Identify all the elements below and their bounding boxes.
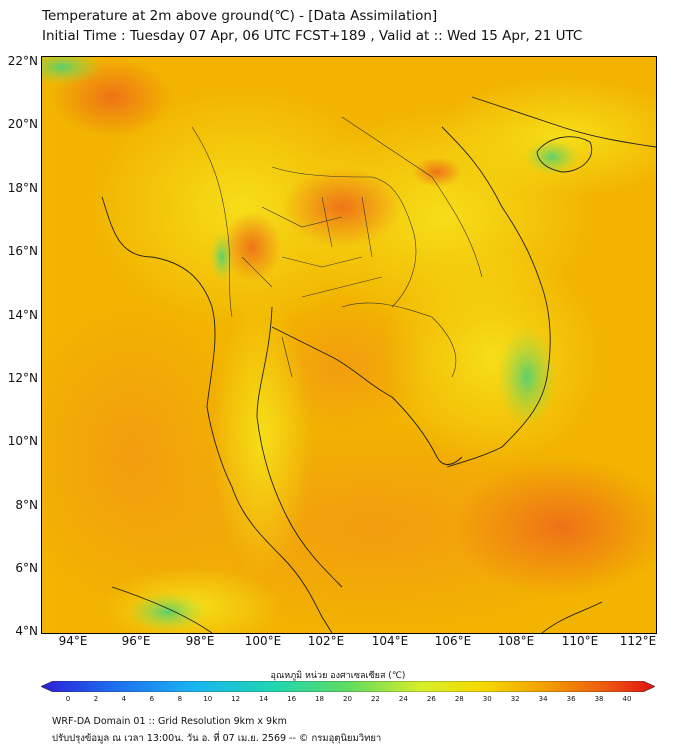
lon-label-94e: 94°E [58, 634, 88, 648]
lon-label-112e: 112°E [619, 634, 657, 648]
northern-thailand-hot-spot [222, 212, 282, 282]
peninsula-land-field [212, 297, 312, 577]
colorbar-tick-label: 24 [398, 695, 408, 703]
vietnam-highland-cool-spot [497, 327, 557, 427]
colorbar-tick-label: 20 [343, 695, 352, 703]
lat-label-20n: 20°N [7, 117, 38, 131]
colorbar-tick-label: 0 [65, 695, 71, 703]
colorbar-tick-label: 4 [121, 695, 127, 703]
myanmar-cool-spot [210, 232, 234, 282]
south-china-land-field [432, 77, 656, 197]
colorbar-tick-label: 32 [510, 695, 520, 703]
colorbar-tick-label: 14 [259, 695, 269, 703]
lat-label-4n: 4°N [15, 624, 38, 638]
lon-label-96e: 96°E [121, 634, 151, 648]
colorbar-tick-label: 30 [482, 695, 492, 703]
mainland-coastline [101, 196, 333, 633]
lat-label-14n: 14°N [7, 308, 38, 322]
title-line-2: Initial Time : Tuesday 07 Apr, 06 UTC FC… [42, 28, 583, 44]
temperature-map [41, 56, 657, 634]
sumatra-coastline [111, 586, 213, 633]
colorbar-tick-label: 2 [93, 695, 99, 703]
colorbar-tick-label: 36 [566, 695, 576, 703]
northeast-thailand-hot-spot [282, 167, 402, 247]
border-laos-vietnam [341, 116, 483, 278]
border-cambodia [341, 302, 457, 378]
lon-label-108e: 108°E [497, 634, 535, 648]
borneo-coastline [541, 601, 603, 633]
title-line-1: Temperature at 2m above ground(℃) - [Dat… [42, 8, 438, 24]
footer-line-1: WRF-DA Domain 01 :: Grid Resolution 9km … [52, 716, 287, 727]
provincial-lines [241, 196, 383, 378]
political-borders [191, 116, 483, 378]
colorbar-tick-label: 16 [287, 695, 297, 703]
temperature-map-svg [42, 57, 656, 633]
lon-label-102e: 102°E [307, 634, 345, 648]
lat-label-22n: 22°N [7, 54, 38, 68]
gulf-coastline [271, 326, 463, 465]
hainan-island [536, 136, 593, 173]
footer-line-2: ปรับปรุงข้อมูล ณ เวลา 13:00น. วัน อ. ที่… [52, 733, 382, 744]
lat-label-18n: 18°N [7, 181, 38, 195]
colorbar-label: อุณหภูมิ หน่วย องศาเซลเซียส (℃) [270, 671, 406, 681]
lat-label-16n: 16°N [7, 244, 38, 258]
border-myanmar-thailand [191, 126, 233, 318]
china-coastline [471, 96, 656, 148]
colorbar-tick-label: 26 [426, 695, 436, 703]
colorbar-gradient [41, 681, 655, 692]
coastlines [101, 96, 656, 633]
south-china-sea-hot-area [452, 457, 656, 597]
colorbar-tick-label: 38 [594, 695, 604, 703]
lat-label-12n: 12°N [7, 371, 38, 385]
colorbar-tick-label: 40 [622, 695, 632, 703]
lat-label-10n: 10°N [7, 434, 38, 448]
colorbar-tick-label: 12 [231, 695, 241, 703]
laos-hot-spot [412, 157, 462, 187]
colorbar-tick-label: 6 [149, 695, 155, 703]
colorbar [41, 681, 655, 692]
colorbar-tick-label: 18 [315, 695, 325, 703]
lat-label-8n: 8°N [15, 498, 38, 512]
colorbar-tick-label: 10 [203, 695, 213, 703]
border-thailand-laos [271, 166, 417, 308]
colorbar-tick-label: 28 [454, 695, 464, 703]
colorbar-tick-label: 8 [177, 695, 183, 703]
hainan-cool-spot [524, 139, 580, 175]
lon-label-110e: 110°E [561, 634, 599, 648]
cambodia-vietnam-land-field [382, 247, 602, 467]
lon-label-100e: 100°E [244, 634, 282, 648]
northwest-cool-spot [42, 57, 102, 85]
lat-label-6n: 6°N [15, 561, 38, 575]
map-title: Temperature at 2m above ground(℃) - [Dat… [42, 6, 582, 46]
andaman-warm-area [42, 297, 252, 617]
lon-label-104e: 104°E [371, 634, 409, 648]
lon-label-106e: 106°E [434, 634, 472, 648]
sumatra-cool-spot [127, 592, 207, 632]
lon-label-98e: 98°E [185, 634, 215, 648]
peninsula-east-coastline [256, 306, 343, 588]
colorbar-tick-label: 22 [370, 695, 380, 703]
colorbar-tick-label: 34 [538, 695, 548, 703]
vietnam-coastline [441, 126, 551, 468]
